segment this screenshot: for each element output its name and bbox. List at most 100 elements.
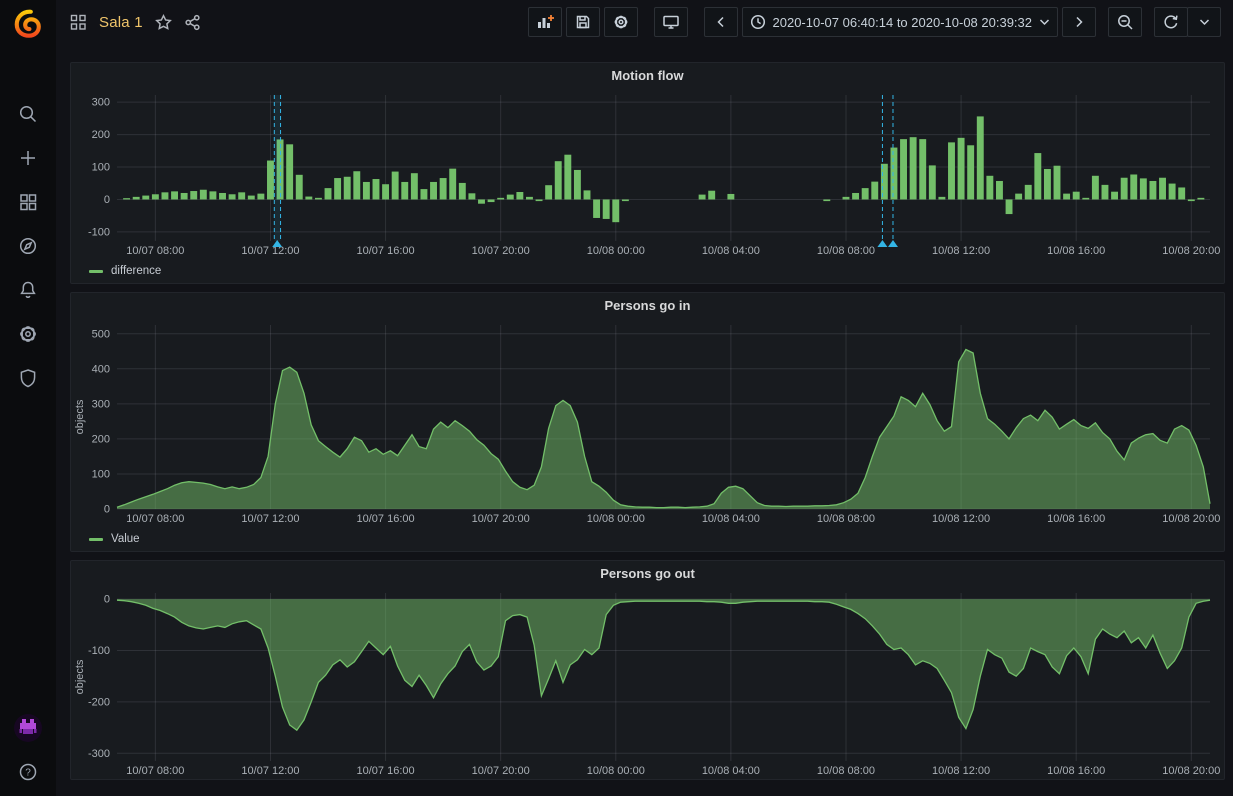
refresh-button[interactable] [1154, 7, 1188, 37]
time-range-text: 2020-10-07 06:40:14 to 2020-10-08 20:39:… [772, 14, 1033, 30]
svg-text:100: 100 [92, 162, 110, 174]
svg-text:10/08 16:00: 10/08 16:00 [1047, 765, 1105, 777]
chevron-left-icon [716, 16, 724, 28]
svg-text:0: 0 [104, 504, 110, 516]
svg-text:10/08 16:00: 10/08 16:00 [1047, 245, 1105, 257]
svg-text:10/08 20:00: 10/08 20:00 [1162, 513, 1220, 525]
svg-text:objects: objects [74, 399, 86, 434]
bell-icon [17, 279, 39, 306]
svg-text:-100: -100 [88, 226, 110, 238]
time-range-picker[interactable]: 2020-10-07 06:40:14 to 2020-10-08 20:39:… [741, 7, 1058, 37]
sidebar-item-alerting[interactable] [0, 270, 56, 314]
svg-text:200: 200 [92, 433, 110, 445]
svg-text:10/07 08:00: 10/07 08:00 [126, 765, 184, 777]
add-panel-icon [537, 15, 554, 28]
help-icon: ? [17, 761, 39, 788]
share-icon[interactable] [184, 14, 201, 31]
svg-text:100: 100 [92, 468, 110, 480]
plus-icon [17, 147, 39, 174]
chevron-down-icon [1039, 19, 1050, 26]
svg-text:10/08 04:00: 10/08 04:00 [702, 513, 760, 525]
svg-text:10/07 16:00: 10/07 16:00 [357, 245, 415, 257]
svg-text:10/07 20:00: 10/07 20:00 [472, 765, 530, 777]
legend-series-label[interactable]: difference [111, 265, 162, 277]
svg-text:0: 0 [104, 194, 110, 206]
dashboard-title[interactable]: Sala 1 [99, 13, 143, 31]
time-range-forward-button[interactable] [1062, 7, 1096, 37]
svg-text:10/07 20:00: 10/07 20:00 [472, 513, 530, 525]
svg-text:10/08 00:00: 10/08 00:00 [587, 245, 645, 257]
legend-series-marker [89, 537, 103, 541]
svg-text:10/08 12:00: 10/08 12:00 [932, 513, 990, 525]
svg-text:10/07 12:00: 10/07 12:00 [241, 765, 299, 777]
svg-text:10/08 08:00: 10/08 08:00 [817, 245, 875, 257]
svg-text:10/07 12:00: 10/07 12:00 [241, 245, 299, 257]
motion-flow-chart[interactable]: 10/07 08:00 10/07 12:00 10/07 16:00 10/07 2… [71, 89, 1224, 259]
panel-title[interactable]: Persons go in [604, 298, 691, 313]
tv-icon [662, 15, 679, 29]
svg-text:10/08 20:00: 10/08 20:00 [1162, 765, 1220, 777]
panel-motion-flow: Motion flow 10/07 08:00 10/07 12:00 10/07 … [70, 62, 1225, 284]
svg-text:10/08 12:00: 10/08 12:00 [932, 765, 990, 777]
svg-text:10/08 08:00: 10/08 08:00 [817, 765, 875, 777]
svg-text:10/07 08:00: 10/07 08:00 [126, 513, 184, 525]
svg-text:10/07 20:00: 10/07 20:00 [472, 245, 530, 257]
svg-text:10/07 16:00: 10/07 16:00 [357, 513, 415, 525]
svg-text:0: 0 [104, 594, 110, 606]
svg-text:10/08 12:00: 10/08 12:00 [932, 245, 990, 257]
sidebar-item-explore[interactable] [0, 226, 56, 270]
sidebar-item-search[interactable] [0, 94, 56, 138]
svg-text:?: ? [25, 767, 31, 778]
svg-text:objects: objects [74, 659, 86, 694]
svg-text:10/08 00:00: 10/08 00:00 [587, 765, 645, 777]
cycle-view-mode-button[interactable] [653, 7, 688, 37]
gear-icon [614, 15, 627, 29]
save-icon [576, 15, 589, 29]
svg-text:10/08 04:00: 10/08 04:00 [702, 765, 760, 777]
dashboard-grid-icon[interactable] [70, 14, 87, 31]
gear-icon [17, 323, 39, 350]
panel-title[interactable]: Persons go out [600, 566, 695, 581]
sidebar-item-profile[interactable] [0, 708, 56, 752]
shield-icon [17, 367, 39, 394]
grafana-logo[interactable] [0, 0, 56, 46]
sidebar-item-configuration[interactable] [0, 314, 56, 358]
sidebar-item-dashboards[interactable] [0, 182, 56, 226]
svg-text:10/07 08:00: 10/07 08:00 [126, 245, 184, 257]
time-range-back-button[interactable] [703, 7, 738, 37]
svg-text:10/08 00:00: 10/08 00:00 [587, 513, 645, 525]
svg-text:300: 300 [92, 398, 110, 410]
legend: difference [71, 259, 1224, 283]
svg-text:10/07 16:00: 10/07 16:00 [357, 765, 415, 777]
star-icon[interactable] [154, 13, 172, 31]
legend-series-label[interactable]: Value [111, 533, 140, 545]
sidebar: ? [0, 0, 56, 796]
sidebar-item-server-admin[interactable] [0, 358, 56, 402]
chevron-right-icon [1076, 16, 1083, 28]
svg-text:300: 300 [92, 97, 110, 109]
sidebar-item-create[interactable] [0, 138, 56, 182]
svg-text:10/07 12:00: 10/07 12:00 [241, 513, 299, 525]
zoom-out-icon [1117, 14, 1133, 30]
legend-series-marker [89, 269, 103, 273]
panel-title[interactable]: Motion flow [611, 68, 684, 83]
clock-icon [750, 14, 765, 30]
refresh-icon [1164, 15, 1178, 29]
add-panel-button[interactable] [527, 7, 562, 37]
refresh-interval-dropdown[interactable] [1187, 7, 1221, 37]
svg-text:10/08 20:00: 10/08 20:00 [1162, 245, 1220, 257]
dashboard-settings-button[interactable] [603, 7, 638, 37]
svg-text:500: 500 [92, 328, 110, 340]
zoom-out-button[interactable] [1108, 7, 1142, 37]
svg-text:10/08 16:00: 10/08 16:00 [1047, 513, 1105, 525]
compass-icon [17, 235, 39, 262]
panel-persons-go-in: Persons go in 10/07 08:00 10/07 12:00 10/0… [70, 292, 1225, 552]
legend: Value [71, 527, 1224, 551]
persons-go-in-chart[interactable]: 10/07 08:00 10/07 12:00 10/07 16:00 10/07 2… [71, 319, 1224, 527]
user-avatar [13, 713, 43, 748]
svg-text:-200: -200 [88, 696, 110, 708]
persons-go-out-chart[interactable]: 10/07 08:00 10/07 12:00 10/07 16:00 10/07 2… [71, 587, 1224, 779]
save-dashboard-button[interactable] [565, 7, 600, 37]
svg-text:10/08 08:00: 10/08 08:00 [817, 513, 875, 525]
sidebar-item-help[interactable]: ? [0, 752, 56, 796]
